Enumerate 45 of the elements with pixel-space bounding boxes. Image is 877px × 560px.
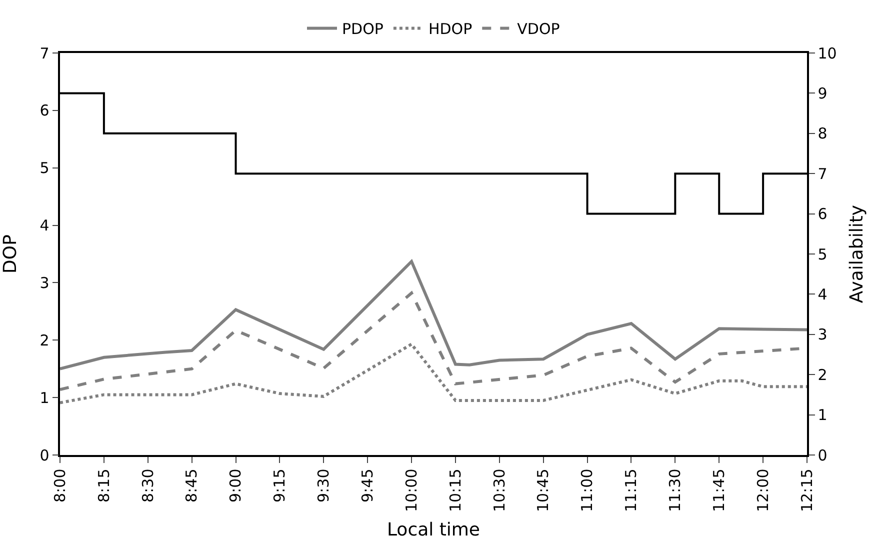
y2-tick-label: 7 [818, 164, 828, 183]
y2-tick-label: 1 [818, 406, 828, 424]
x-tick-label: 8:15 [94, 468, 113, 502]
x-tick-label: 11:15 [622, 468, 640, 512]
y-tick-label: 1 [40, 388, 50, 407]
x-tick-label: 8:00 [50, 468, 69, 502]
x-axis-title: Local time [386, 520, 480, 541]
y-tick-label: 5 [40, 159, 50, 178]
x-tick-label: 9:45 [358, 468, 376, 502]
y2-axis-title: Availability [846, 204, 868, 304]
x-tick-label: 9:30 [314, 468, 333, 502]
y2-tick-label: 10 [818, 44, 837, 62]
x-tick-label: 8:30 [138, 468, 157, 502]
y2-tick-label: 4 [818, 285, 828, 304]
y2-tick-label: 5 [818, 245, 828, 264]
x-tick-label: 11:00 [578, 468, 596, 512]
x-tick-label: 9:00 [226, 468, 245, 502]
x-tick-label: 8:45 [182, 468, 201, 502]
line-series [60, 260, 807, 370]
y2-tick-label: 8 [818, 124, 828, 143]
y-tick-label: 0 [40, 446, 50, 464]
y-tick-label: 7 [40, 44, 50, 62]
y2-tick-label: 0 [818, 446, 828, 464]
x-tick-label: 9:15 [270, 468, 289, 502]
legend-label: HDOP [428, 20, 472, 38]
y2-tick-label: 3 [818, 326, 828, 344]
y-axis-title: DOP [0, 234, 21, 274]
x-tick-label: 12:15 [798, 468, 816, 512]
x-tick-label: 10:45 [534, 468, 552, 512]
x-tick-label: 11:45 [710, 468, 728, 512]
y2-tick-label: 2 [818, 366, 828, 384]
y-tick-label: 4 [40, 216, 50, 235]
legend-label: VDOP [517, 20, 560, 38]
y2-tick-label: 6 [818, 205, 828, 224]
x-tick-label: 10:00 [402, 468, 420, 512]
y-tick-label: 2 [40, 331, 50, 350]
y2-tick-label: 9 [818, 84, 828, 102]
x-tick-label: 12:00 [754, 468, 772, 512]
y-tick-label: 3 [40, 274, 50, 292]
x-tick-label: 11:30 [666, 468, 684, 512]
line-series [60, 342, 807, 404]
x-tick-label: 10:30 [490, 468, 508, 512]
legend-label: PDOP [342, 20, 384, 38]
y-tick-label: 6 [40, 102, 50, 120]
x-tick-label: 10:15 [446, 468, 464, 512]
